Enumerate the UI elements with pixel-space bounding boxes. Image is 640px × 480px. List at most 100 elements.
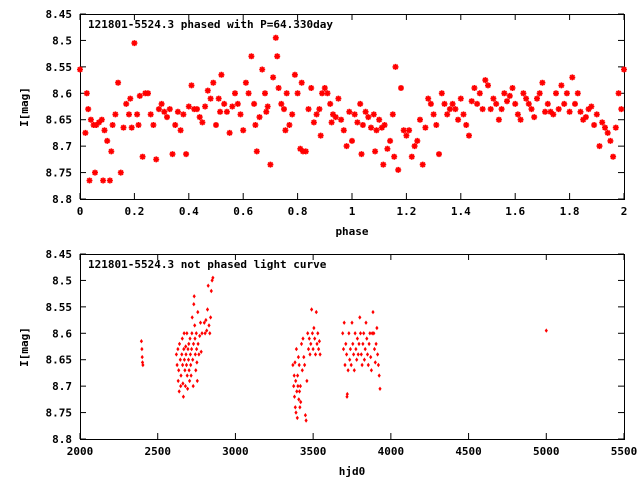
phased-xtick-label: 2	[621, 205, 628, 218]
phased-data-point	[614, 89, 623, 98]
unphased-data-point	[184, 352, 188, 357]
unphased-data-point	[176, 378, 180, 384]
phased-data-point	[310, 118, 318, 127]
phased-data-point	[304, 105, 313, 113]
phased-xtick-label: 1	[349, 205, 356, 218]
phased-data-point	[353, 118, 362, 127]
unphased-data-point	[184, 362, 189, 368]
unphased-data-point	[293, 405, 297, 410]
phased-data-point	[473, 100, 481, 108]
phased-data-point	[443, 110, 452, 119]
phased-data-point	[568, 73, 577, 82]
phased-data-point	[402, 131, 411, 140]
phased-data-point	[611, 123, 620, 132]
phased-data-point	[107, 147, 116, 156]
phased-data-point	[500, 89, 509, 98]
phased-data-point	[198, 118, 207, 127]
unphased-data-point	[186, 386, 190, 391]
unphased-data-point	[183, 368, 187, 373]
phased-data-point	[390, 152, 399, 161]
phased-data-point	[383, 145, 392, 153]
phased-data-point	[543, 100, 552, 108]
unphased-data-point	[195, 346, 199, 352]
unphased-ytick-label: 8.75	[46, 407, 73, 420]
phased-data-point	[331, 113, 340, 121]
phased-data-point	[266, 160, 275, 169]
phased-data-point	[527, 105, 536, 113]
unphased-data-point	[181, 394, 185, 399]
phased-data-point	[163, 113, 171, 121]
phased-data-point	[136, 92, 144, 100]
phased-data-point	[282, 89, 291, 98]
unphased-data-point	[193, 352, 197, 357]
phased-data-point	[516, 115, 525, 124]
unphased-data-point	[376, 362, 380, 368]
phased-data-point	[606, 137, 615, 145]
unphased-ytick-label: 8.7	[52, 380, 72, 393]
phased-data-point	[193, 105, 201, 113]
unphased-data-point	[179, 383, 183, 389]
phased-data-point	[138, 152, 147, 161]
unphased-data-point	[313, 336, 317, 341]
unphased-data-point	[182, 357, 186, 362]
unphased-ytick-label: 8.8	[52, 433, 72, 446]
phased-data-point	[541, 108, 549, 116]
phased-data-point	[397, 84, 405, 92]
unphased-data-point	[374, 341, 378, 347]
phased-data-point	[424, 94, 433, 103]
phased-plot-ylabel: I[mag]	[18, 87, 31, 127]
phased-data-point	[535, 89, 544, 98]
phased-data-point	[519, 89, 528, 98]
phased-data-point	[225, 129, 234, 137]
phased-data-point	[379, 160, 388, 169]
unphased-data-point	[185, 373, 189, 378]
phased-data-point	[271, 33, 280, 42]
phased-data-point	[195, 113, 204, 121]
unphased-data-point	[317, 339, 321, 344]
phased-data-point	[281, 126, 290, 135]
unphased-data-point	[190, 315, 194, 320]
unphased-data-point	[301, 336, 305, 341]
phased-data-point	[242, 78, 250, 87]
phased-data-point	[326, 100, 335, 108]
unphased-data-point	[355, 336, 359, 341]
unphased-data-point	[195, 378, 199, 384]
phased-data-point	[369, 110, 378, 119]
phased-ytick-label: 8.5	[52, 34, 72, 47]
phased-data-point	[258, 65, 267, 74]
phased-data-point	[350, 110, 359, 119]
phased-xtick-label: 1.8	[560, 205, 580, 218]
phased-data-point	[552, 89, 560, 98]
phased-data-point	[508, 84, 517, 92]
phased-data-point	[273, 52, 282, 61]
unphased-data-point	[312, 325, 316, 331]
unphased-ytick-label: 8.6	[52, 327, 72, 340]
unphased-ytick-label: 8.55	[46, 301, 73, 314]
phased-data-point	[318, 89, 326, 98]
phased-data-point	[470, 84, 479, 92]
unphased-data-point	[310, 307, 314, 312]
phased-ytick-label: 8.6	[52, 87, 72, 100]
phased-data-point	[595, 142, 604, 150]
phased-xtick-label: 0.8	[288, 205, 308, 218]
phased-data-point	[261, 89, 269, 98]
unphased-data-point	[206, 283, 210, 288]
phased-data-point	[538, 78, 547, 87]
phased-data-point	[174, 108, 182, 116]
unphased-data-point	[205, 307, 210, 312]
phased-data-point	[573, 89, 582, 98]
phased-data-point	[297, 78, 306, 87]
phased-ytick-label: 8.65	[46, 114, 73, 127]
phased-data-point	[117, 168, 125, 177]
phased-data-point	[293, 89, 302, 98]
phased-plot-panel: 0 0.2 0.4 0.6 0.8 1 1.2 1.4 1.6 1.8 2 8.45 8.5 8.55 8.…	[18, 8, 628, 238]
phased-data-point	[413, 137, 422, 145]
phased-data-point	[533, 94, 541, 103]
phased-data-point	[418, 160, 427, 169]
unphased-xtick-label: 4000	[378, 445, 405, 458]
phased-data-point	[427, 100, 435, 108]
phased-data-point	[81, 129, 90, 137]
unphased-data-point	[360, 362, 364, 368]
unphased-data-point	[361, 341, 365, 347]
phased-data-point	[251, 121, 260, 129]
